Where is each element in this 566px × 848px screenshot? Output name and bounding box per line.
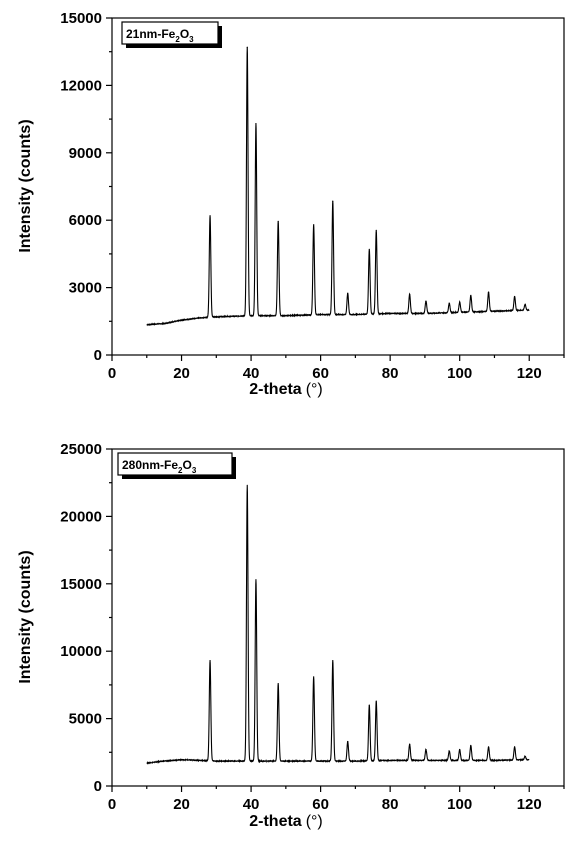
peak-point	[448, 750, 450, 752]
peak-point	[459, 749, 461, 751]
peak-point	[209, 660, 211, 662]
chart-280nm: 0 20 40 60 80 100 120 0 5000 10000 15000 20000 2500…	[17, 441, 565, 830]
peak-markers	[209, 46, 526, 306]
series-line	[146, 485, 530, 765]
peak-point	[255, 579, 257, 581]
peak-point	[375, 229, 377, 231]
x-tick-label: 20	[173, 796, 190, 813]
x-tick-label: 0	[108, 796, 116, 813]
peak-point	[347, 740, 349, 743]
peak-point	[524, 303, 526, 306]
y-tick-labels: 0 5000 10000 15000 20000 25000	[60, 441, 102, 795]
peak-point	[277, 220, 279, 222]
peak-point	[368, 704, 370, 706]
peak-point	[459, 301, 461, 303]
x-tick-label: 80	[382, 796, 399, 813]
x-tick-label: 120	[517, 365, 542, 382]
peak-point	[332, 200, 334, 202]
y-tick-label: 0	[94, 347, 102, 364]
y-tick-label: 5000	[69, 711, 102, 728]
peak-point	[347, 292, 349, 294]
peak-point	[332, 660, 334, 662]
y-tick-label: 6000	[69, 212, 102, 229]
peak-point	[313, 676, 315, 678]
x-tick-label: 40	[243, 796, 260, 813]
y-axis-title: Intensity (counts)	[17, 550, 34, 683]
peak-point	[470, 294, 472, 297]
y-tick-label: 10000	[60, 643, 102, 660]
x-tick-labels: 0 20 40 60 80 100 120	[108, 796, 542, 813]
legend-box: 21nm-Fe2O3	[121, 21, 222, 48]
peak-point	[313, 224, 315, 226]
peak-point	[425, 300, 427, 302]
peak-point	[209, 215, 211, 217]
peak-point	[524, 755, 526, 757]
peak-point	[246, 484, 248, 486]
x-tick-label: 60	[312, 365, 329, 382]
x-tick-label: 120	[517, 796, 542, 813]
y-tick-label: 9000	[69, 145, 102, 162]
peak-point	[409, 293, 411, 295]
x-tick-label: 80	[382, 365, 399, 382]
peak-point	[368, 248, 370, 251]
peak-point	[409, 743, 411, 745]
peak-point	[487, 746, 490, 748]
peak-point	[448, 302, 450, 304]
y-tick-label: 15000	[60, 576, 102, 593]
y-tick-label: 25000	[60, 441, 102, 458]
y-tick-label: 12000	[60, 77, 102, 94]
y-tick-label: 3000	[69, 280, 102, 297]
legend-label: 21nm-Fe2O3	[126, 27, 194, 44]
x-tick-label: 100	[447, 796, 472, 813]
peak-point	[246, 46, 248, 48]
x-axis-title: 2-theta (°)	[249, 813, 323, 830]
peak-point	[487, 291, 490, 293]
y-tick-label: 15000	[60, 10, 102, 27]
axis-ticks	[106, 448, 565, 792]
peak-point	[277, 682, 279, 685]
peak-point	[470, 744, 472, 747]
chart-21nm: 0 20 40 60 80 100 120 03000600090001200015000 …	[17, 10, 565, 398]
axis-ticks	[106, 17, 565, 361]
legend-box: 280nm-Fe2O3	[117, 452, 236, 479]
x-tick-labels: 0 20 40 60 80 100 120	[108, 365, 542, 382]
y-tick-labels: 0 3000 6000 9000 12000 15000	[60, 10, 102, 364]
x-tick-label: 20	[173, 365, 190, 382]
x-tick-label: 100	[447, 365, 472, 382]
y-axis-title: Intensity (counts)	[17, 119, 34, 252]
x-axis-title: 2-theta (°)	[249, 381, 323, 398]
peak-point	[514, 295, 516, 298]
series-line	[146, 47, 530, 327]
y-tick-label: 20000	[60, 508, 102, 525]
peak-point	[514, 746, 516, 748]
x-tick-label: 60	[312, 796, 329, 813]
peak-markers	[209, 484, 526, 757]
peak-point	[375, 700, 377, 702]
x-tick-label: 40	[243, 365, 260, 382]
peak-point	[255, 122, 257, 125]
legend-label: 280nm-Fe2O3	[122, 458, 197, 475]
x-tick-label: 0	[108, 365, 116, 382]
peak-point	[425, 749, 427, 751]
y-tick-label: 0	[94, 778, 102, 795]
